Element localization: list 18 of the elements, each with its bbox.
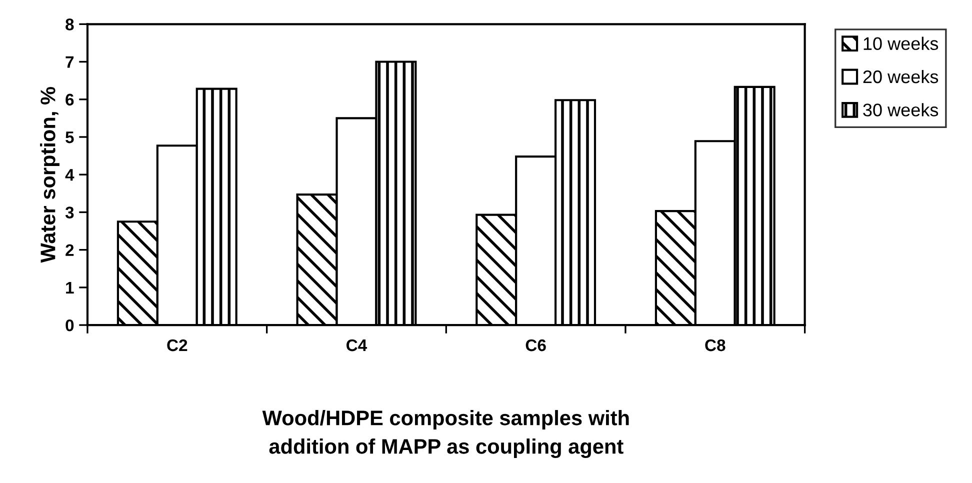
y-tick-label: 5	[66, 132, 74, 144]
x-tick-label: C8	[705, 339, 726, 352]
y-tick-label: 3	[65, 206, 74, 218]
y-tick-label: 4	[65, 169, 74, 181]
y-tick-label: 2	[66, 244, 74, 256]
y-tick-label: 0	[66, 319, 74, 332]
y-tick-label: 8	[66, 18, 74, 30]
y-tick-label: 7	[66, 56, 74, 68]
y-tick-label: 1	[66, 282, 74, 294]
x-tick-label: C6	[526, 339, 546, 352]
legend-label: 10 weeks	[864, 36, 938, 50]
y-tick-label: 6	[66, 94, 74, 106]
y-axis-title: Water sorption, %	[40, 86, 60, 263]
legend-label: 30 weeks	[863, 103, 938, 116]
legend-label: 20 weeks	[863, 70, 938, 84]
x-tick-label: C2	[167, 339, 188, 352]
x-tick-label: C4	[346, 339, 368, 352]
x-axis-title: Wood/HDPE composite samples with addition of MAPP as coupling agent	[262, 410, 629, 458]
